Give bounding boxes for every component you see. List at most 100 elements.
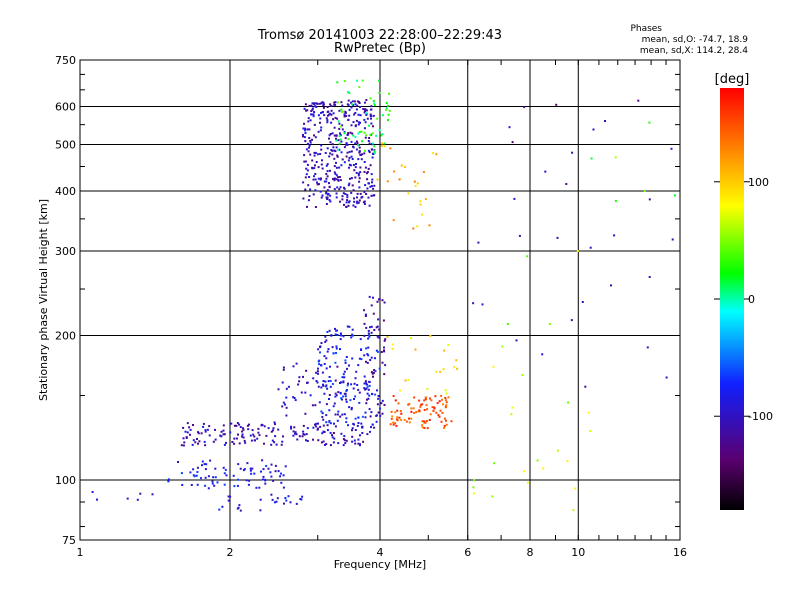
data-point xyxy=(319,117,322,120)
data-point xyxy=(646,346,649,349)
data-point xyxy=(312,377,315,380)
data-point xyxy=(319,345,322,348)
data-point xyxy=(350,177,353,180)
data-point xyxy=(339,138,342,141)
data-point xyxy=(501,345,504,348)
data-point xyxy=(321,416,324,418)
data-point xyxy=(292,430,295,433)
data-point xyxy=(370,185,373,187)
data-point xyxy=(285,406,288,409)
data-point xyxy=(358,102,361,104)
data-point xyxy=(330,104,333,107)
data-point xyxy=(351,184,354,187)
data-point xyxy=(192,439,195,442)
data-point xyxy=(241,433,244,436)
data-point xyxy=(423,427,426,429)
data-point xyxy=(316,381,319,384)
data-point xyxy=(366,383,369,386)
data-point xyxy=(576,250,579,252)
data-point xyxy=(293,397,296,399)
data-point xyxy=(211,480,214,483)
data-point xyxy=(277,470,280,473)
grid-lines xyxy=(80,60,680,540)
data-point xyxy=(358,86,361,89)
data-point xyxy=(204,484,207,487)
data-point xyxy=(357,416,360,419)
data-point xyxy=(225,474,228,477)
data-point xyxy=(334,379,337,382)
data-point xyxy=(354,176,357,179)
data-point xyxy=(361,426,363,429)
data-point xyxy=(351,328,354,331)
data-point xyxy=(186,431,189,434)
data-point xyxy=(365,347,368,350)
data-point xyxy=(381,299,384,302)
data-point xyxy=(317,348,320,351)
data-point xyxy=(312,178,315,181)
data-point xyxy=(295,362,298,365)
data-point xyxy=(473,479,476,482)
data-point xyxy=(314,206,317,208)
data-point xyxy=(275,443,278,446)
data-point xyxy=(400,412,403,415)
data-point xyxy=(351,440,354,443)
data-point xyxy=(367,124,370,127)
data-point xyxy=(206,428,209,431)
data-point xyxy=(338,176,341,178)
data-point xyxy=(364,136,367,139)
data-point xyxy=(357,132,360,135)
data-point xyxy=(358,177,361,180)
y-tick-label: 100 xyxy=(55,474,76,487)
data-point xyxy=(340,432,343,435)
data-point xyxy=(333,422,335,425)
data-point xyxy=(306,128,309,131)
data-point xyxy=(368,295,371,298)
data-point xyxy=(343,439,346,442)
data-point xyxy=(343,132,346,135)
data-point xyxy=(312,113,315,116)
data-point xyxy=(341,104,344,107)
data-point xyxy=(281,381,284,384)
data-point xyxy=(671,238,674,241)
data-point xyxy=(354,103,357,106)
data-point xyxy=(339,392,342,395)
data-point xyxy=(273,441,276,444)
data-point xyxy=(410,417,413,420)
data-point xyxy=(184,430,187,433)
data-point xyxy=(396,419,399,422)
data-point xyxy=(303,433,306,436)
data-point xyxy=(359,192,362,195)
data-point xyxy=(311,159,314,162)
data-point xyxy=(309,394,312,397)
data-point xyxy=(321,111,324,113)
data-point xyxy=(287,385,290,388)
data-point xyxy=(345,421,348,423)
data-point xyxy=(438,415,441,418)
data-point xyxy=(333,171,336,174)
data-point xyxy=(272,479,275,482)
data-point xyxy=(253,439,256,442)
data-point xyxy=(317,177,320,180)
data-point xyxy=(338,135,341,137)
data-point xyxy=(329,431,332,434)
data-point xyxy=(183,441,186,444)
data-point xyxy=(280,443,283,446)
data-point xyxy=(337,148,340,151)
data-point xyxy=(335,347,338,350)
data-point xyxy=(325,177,328,180)
data-point xyxy=(322,418,325,421)
data-point xyxy=(346,367,348,370)
data-point xyxy=(314,105,317,108)
data-point xyxy=(257,431,260,434)
data-point xyxy=(260,423,263,426)
data-point xyxy=(424,421,427,424)
data-point xyxy=(351,132,354,135)
data-point xyxy=(328,185,331,188)
data-point xyxy=(262,468,265,471)
data-point xyxy=(361,79,364,82)
data-point xyxy=(306,427,309,430)
data-point xyxy=(238,442,241,445)
data-point xyxy=(383,346,385,349)
data-point xyxy=(419,403,422,406)
data-point xyxy=(319,425,322,428)
